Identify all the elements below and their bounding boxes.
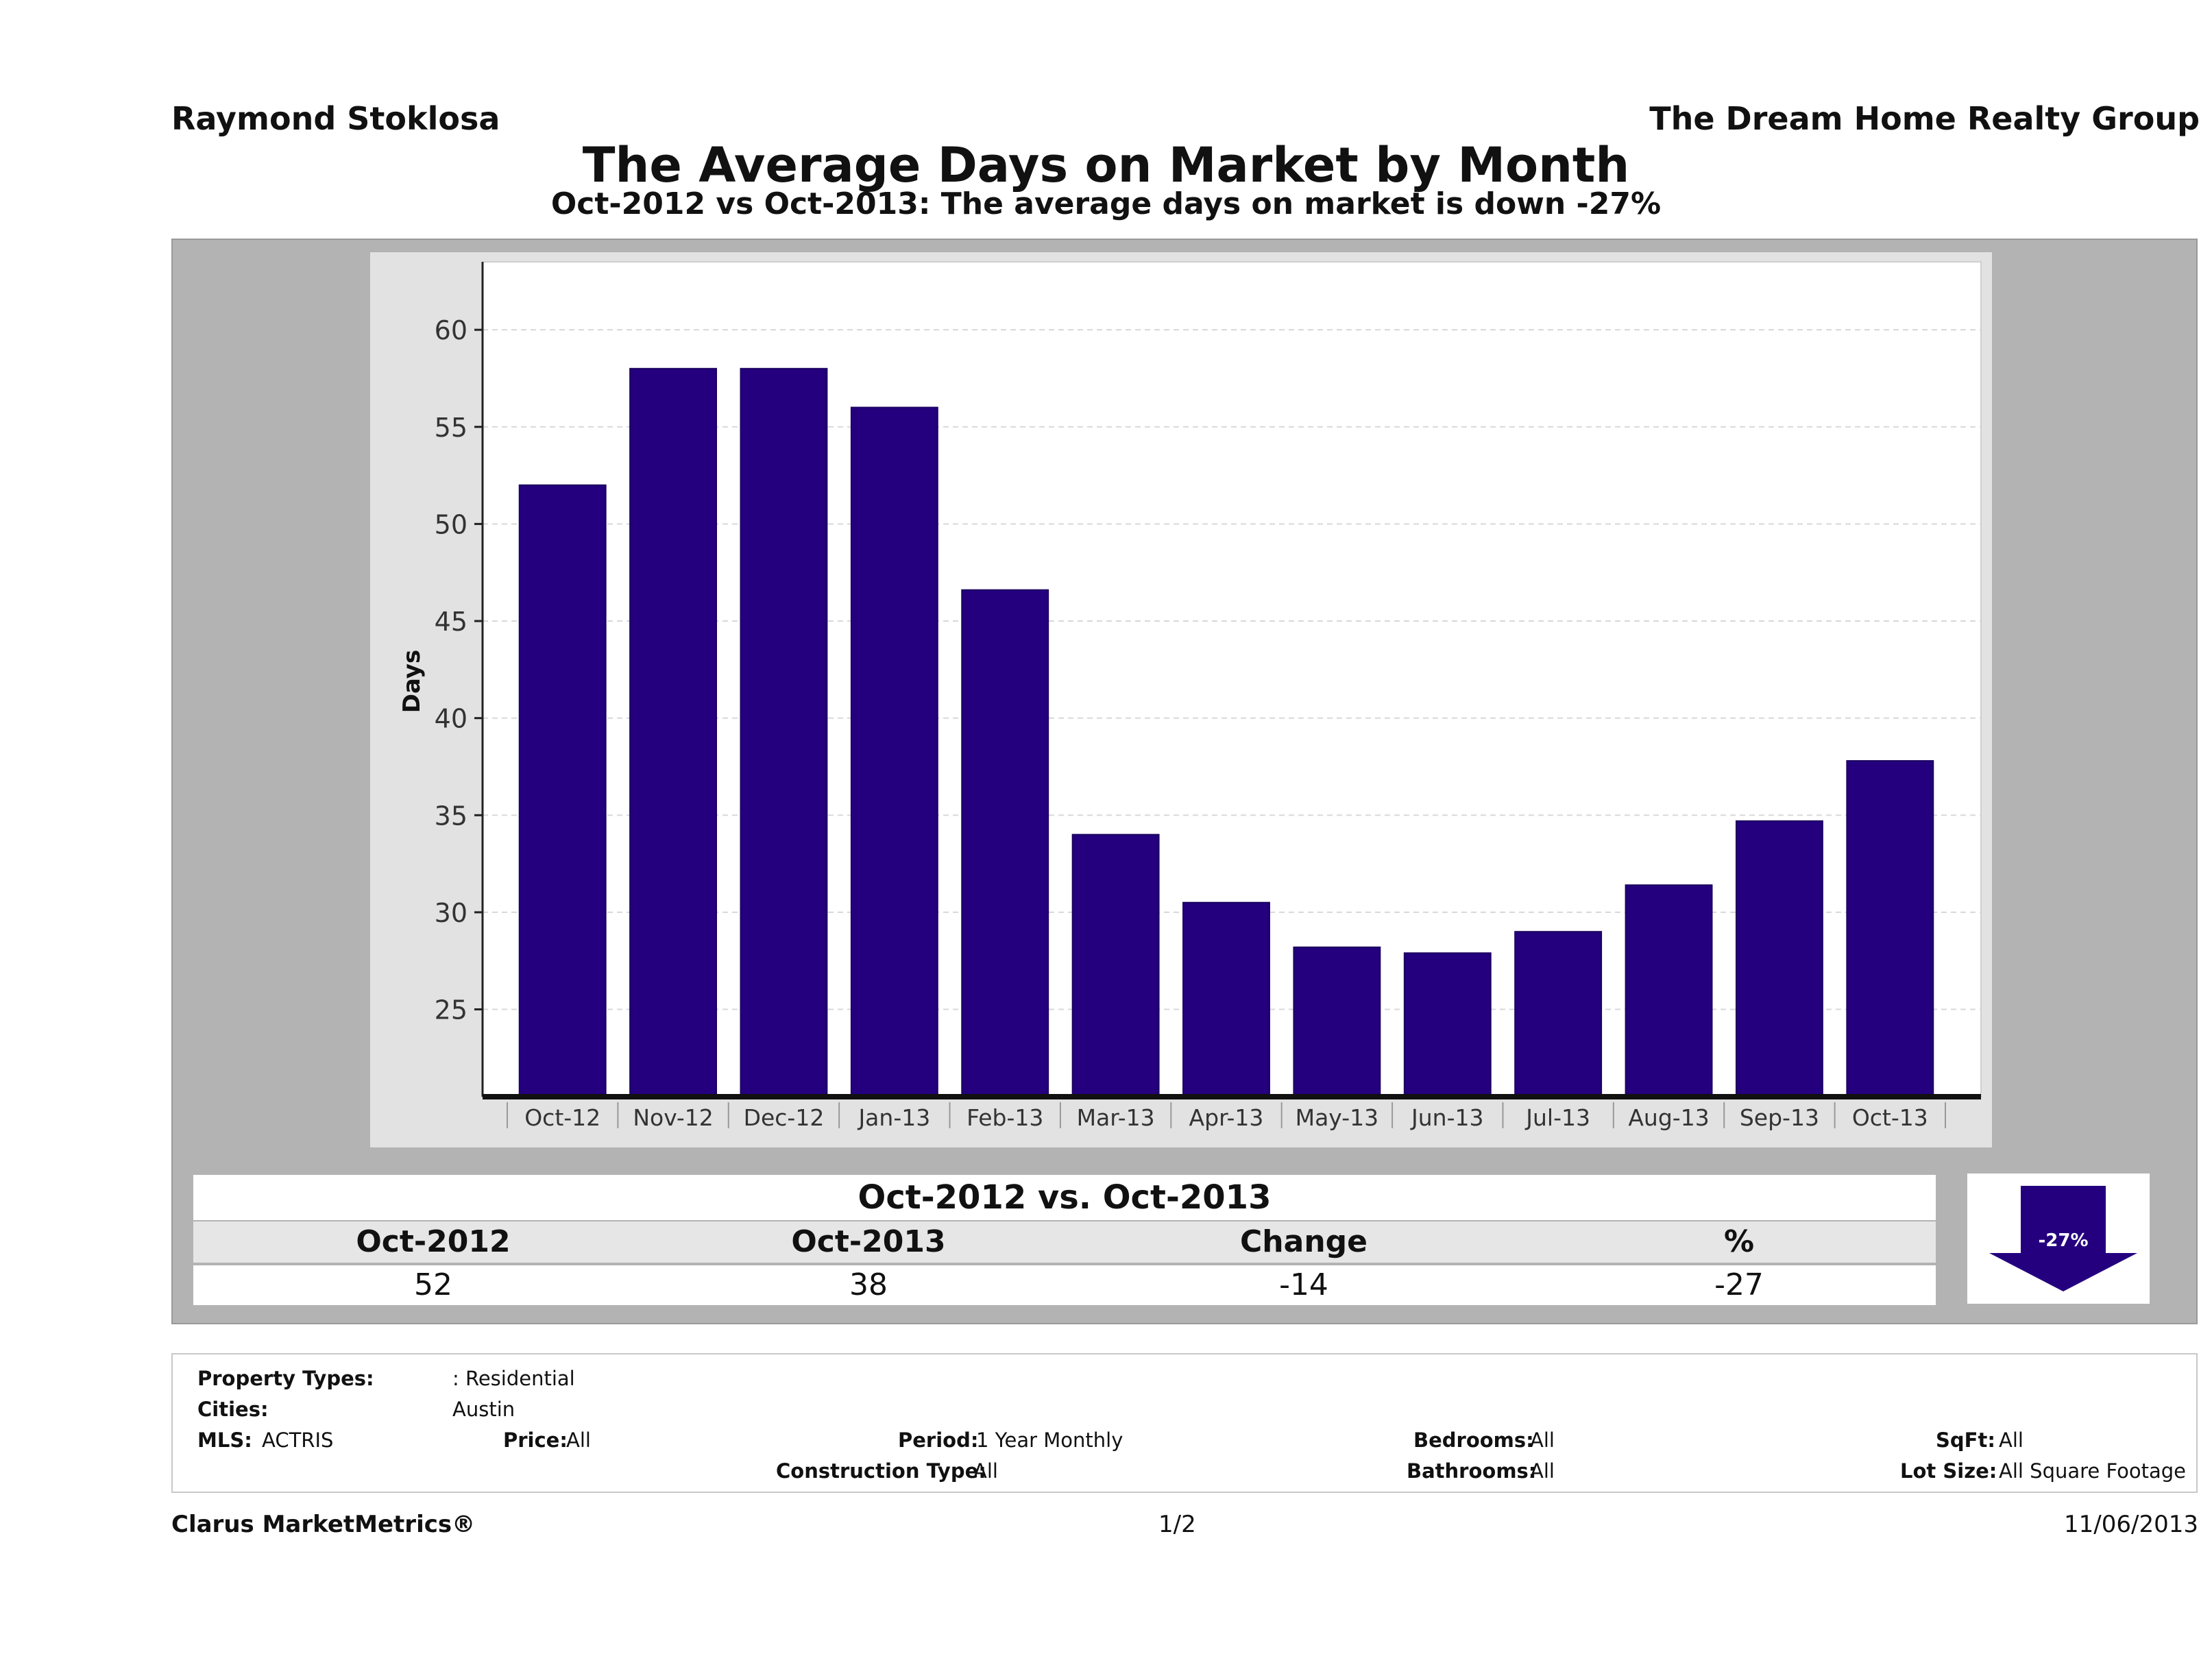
summary-header-percent: % [1723,1224,1755,1259]
bar [1403,952,1492,1097]
x-tick-label: Jan-13 [857,1104,930,1131]
lot-size-value: All Square Footage [1999,1459,2187,1483]
bars [518,367,1934,1098]
construction-type-label: Construction Type: [776,1459,986,1483]
x-tick-label: Dec-12 [744,1104,825,1131]
summary-title: Oct-2012 vs. Oct-2013 [193,1175,1936,1220]
period-value: 1 Year Monthly [976,1428,1123,1452]
sqft-label: SqFt: [1936,1428,1995,1452]
x-tick-label: May-13 [1296,1104,1379,1131]
summary-header-end: Oct-2013 [791,1224,946,1259]
bar [1625,884,1713,1097]
page-number: 1/2 [1158,1511,1196,1538]
bar [1846,759,1934,1098]
x-tick-label: Nov-12 [633,1104,713,1131]
y-tick-label: 55 [435,413,467,443]
y-tick-label: 60 [435,315,467,345]
report-date: 11/06/2013 [2064,1511,2198,1538]
bar [1071,834,1160,1098]
bar [1514,931,1603,1097]
y-tick-label: 45 [435,607,467,637]
bedrooms-label: Bedrooms: [1413,1428,1534,1452]
bar [740,367,828,1098]
bar [850,406,938,1098]
y-tick-label: 25 [435,995,467,1025]
x-tick-label: Oct-13 [1852,1104,1928,1131]
y-tick-label: 40 [435,704,467,734]
y-axis-ticks: 25 30 35 40 45 50 55 60 [435,315,483,1025]
lot-size-label: Lot Size: [1900,1459,1997,1483]
chart-subtitle: Oct-2012 vs Oct-2013: The average days o… [550,186,1662,221]
summary-value-row: 52 38 -14 -27 [193,1265,1936,1305]
construction-type-value: All [973,1459,998,1483]
summary-value-start: 52 [414,1267,452,1302]
sqft-value: All [1999,1428,2023,1452]
bar [1182,901,1270,1098]
x-tick-label: Aug-13 [1628,1104,1709,1131]
footer-brand: Clarus MarketMetrics® [171,1511,476,1538]
bar [518,484,607,1097]
summary-header-row: Oct-2012 Oct-2013 Change % [193,1221,1936,1263]
x-tick-label: Sep-13 [1740,1104,1819,1131]
down-arrow-icon: -27% [1989,1186,2137,1291]
x-tick-label: Feb-13 [967,1104,1043,1131]
x-tick-label: Oct-12 [524,1104,600,1131]
y-tick-label: 35 [435,801,467,831]
cities-value: Austin [452,1398,515,1421]
y-tick-label: 50 [435,509,467,539]
chart-title: The Average Days on Market by Month [582,137,1630,193]
x-axis-ticks: Oct-12 Nov-12 Dec-12 Jan-13 Feb-13 Mar-13 Apr-… [507,1102,1946,1131]
y-axis-label: Days [398,650,426,714]
mls-value: ACTRIS [262,1428,334,1452]
price-value: All [566,1428,591,1452]
x-tick-label: Apr-13 [1189,1104,1264,1131]
trend-badge-label: -27% [2038,1230,2088,1251]
bathrooms-label: Bathrooms: [1407,1459,1537,1483]
summary-value-change: -14 [1279,1267,1328,1302]
mls-label: MLS: [197,1428,252,1452]
bedrooms-value: All [1530,1428,1555,1452]
x-tick-label: Jul-13 [1524,1104,1590,1131]
agent-name: Raymond Stoklosa [171,100,500,137]
summary-header-start: Oct-2012 [356,1224,511,1259]
bar [629,367,718,1098]
bathrooms-value: All [1530,1459,1555,1483]
price-label: Price: [503,1428,568,1452]
cities-label: Cities: [197,1398,269,1421]
x-tick-label: Mar-13 [1077,1104,1155,1131]
summary-value-end: 38 [849,1267,888,1302]
bar [1735,820,1823,1097]
bar [961,589,1049,1097]
company-name: The Dream Home Realty Group [1649,100,2200,137]
property-types-value: : Residential [452,1367,575,1390]
filter-info-box: Property Types: : Residential Cities: Au… [171,1353,2198,1493]
property-types-label: Property Types: [197,1367,374,1390]
x-tick-label: Jun-13 [1410,1104,1483,1131]
summary-header-change: Change [1240,1224,1368,1259]
bar-chart: 25 30 35 40 45 50 55 60 Oct-12 Nov-12 Dec-12 Jan-1… [398,261,1982,1131]
trend-badge: -27% [1967,1174,2150,1304]
period-label: Period: [898,1428,979,1452]
y-tick-label: 30 [435,898,467,928]
bar [1293,946,1381,1097]
summary-value-percent: -27 [1714,1267,1764,1302]
